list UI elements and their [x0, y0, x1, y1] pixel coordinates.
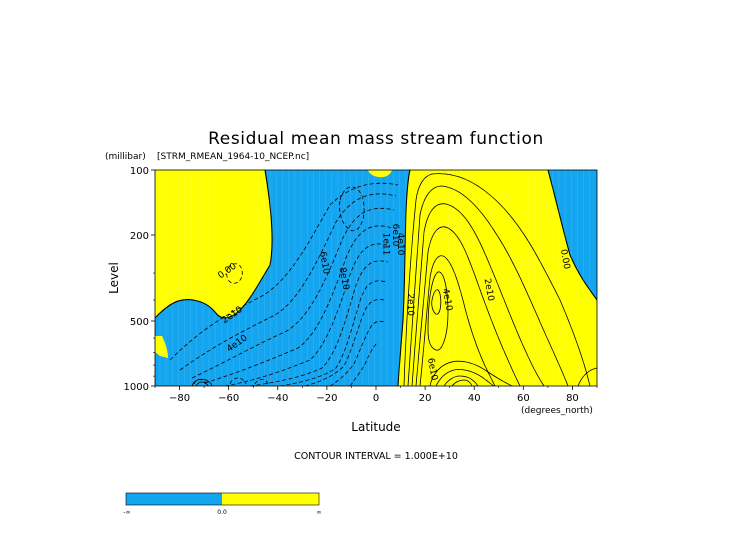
x-tick-label: 0 — [373, 393, 379, 404]
y-tick-label: 1000 — [124, 382, 149, 393]
contour-label: 4e10 — [395, 233, 405, 256]
y-tick-label: 500 — [130, 317, 149, 328]
x-tick-label: −20 — [316, 393, 337, 404]
positive-region-surface-patch — [155, 336, 168, 358]
colorbar-label-mid: 0.0 — [217, 509, 227, 516]
colorbar-negative — [126, 493, 222, 505]
contour-interval: CONTOUR INTERVAL = 1.000E+10 — [294, 451, 458, 462]
x-units: (degrees_north) — [521, 406, 593, 416]
x-tick-label: 20 — [419, 393, 432, 404]
y-tick-label: 100 — [130, 166, 149, 177]
chart-title: Residual mean mass stream function — [208, 129, 544, 149]
colorbar-label-min: -∞ — [123, 509, 130, 516]
contour-label: 6e10 — [317, 251, 331, 275]
contour-label: 2e10 — [405, 293, 415, 316]
positive-region-south-pole — [155, 170, 273, 318]
colorbar: -∞ 0.0 ∞ — [123, 492, 322, 516]
x-tick-label: 80 — [566, 393, 579, 404]
y-tick-label: 200 — [130, 231, 149, 242]
negative-contours — [169, 182, 399, 386]
x-tick-label: −40 — [267, 393, 288, 404]
positive-region-north — [398, 170, 597, 386]
colorbar-label-max: ∞ — [317, 509, 322, 516]
y-axis: 100 200 500 1000 — [124, 166, 155, 393]
chart-subtitle: [STRM_RMEAN_1964-10_NCEP.nc] — [157, 152, 309, 162]
contour-label: 2e10 — [482, 278, 496, 302]
y-axis-label: Level — [107, 262, 121, 294]
positive-region-top-equator — [368, 170, 392, 178]
contour-label: 6e10 — [390, 224, 400, 247]
contour-label: 4e10 — [440, 288, 454, 312]
y-units: (millibar) — [105, 152, 146, 162]
contour-label: 1e11 — [380, 233, 390, 256]
contour-label: 6e10 — [425, 357, 439, 381]
contour-label: 8e10 — [337, 267, 351, 291]
grid-lines — [159, 170, 590, 386]
contour-label: 0.00 — [558, 249, 571, 271]
x-tick-label: 60 — [517, 393, 530, 404]
colorbar-positive — [222, 493, 319, 505]
x-tick-label: −60 — [218, 393, 239, 404]
positive-contours — [191, 173, 597, 386]
colorbar-frame — [125, 492, 320, 506]
x-axis-label: Latitude — [351, 420, 400, 434]
x-tick-label: −80 — [169, 393, 190, 404]
x-axis: −80 −60 −40 −20 0 20 40 60 80 — [154, 386, 598, 404]
x-tick-label: 40 — [468, 393, 481, 404]
zero-contours — [155, 170, 597, 386]
